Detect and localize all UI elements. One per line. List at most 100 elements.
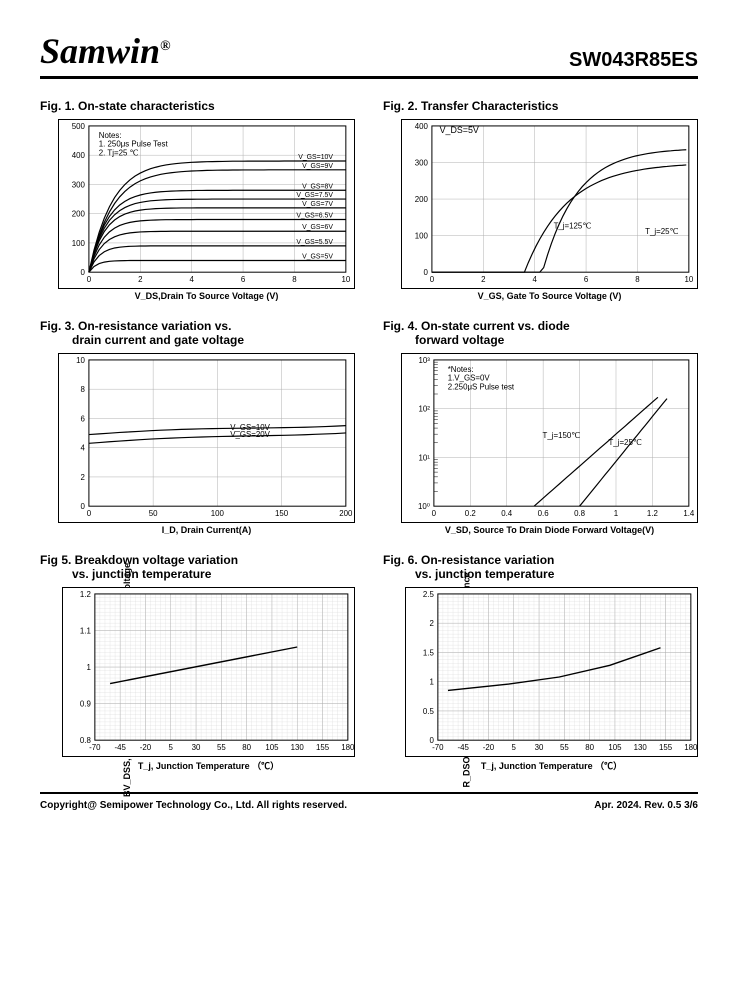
svg-text:180: 180 [341, 743, 354, 752]
svg-text:200: 200 [339, 509, 353, 518]
svg-text:V_GS=5V: V_GS=5V [302, 254, 333, 261]
svg-text:180: 180 [684, 743, 697, 752]
svg-text:1.5: 1.5 [423, 648, 435, 657]
svg-text:155: 155 [659, 743, 673, 752]
page-header: Samwin® SW043R85ES [40, 30, 698, 79]
svg-text:8: 8 [292, 275, 297, 284]
svg-text:105: 105 [265, 743, 279, 752]
copyright: Copyright@ Semipower Technology Co., Ltd… [40, 800, 347, 811]
svg-text:100: 100 [211, 509, 225, 518]
fig4-xlabel: V_SD, Source To Drain Diode Forward Volt… [401, 525, 698, 535]
fig6-container: Fig. 6. On-resistance variation vs. junc… [383, 553, 698, 772]
svg-text:30: 30 [192, 743, 201, 752]
svg-text:1: 1 [430, 678, 434, 687]
svg-text:2.250μS Pulse test: 2.250μS Pulse test [448, 383, 515, 392]
brand-name: Samwin [40, 31, 160, 71]
svg-text:0.5: 0.5 [423, 707, 435, 716]
svg-text:1.1: 1.1 [80, 626, 91, 635]
svg-text:10¹: 10¹ [419, 453, 431, 462]
svg-text:6: 6 [584, 275, 589, 284]
svg-text:0.9: 0.9 [80, 700, 92, 709]
fig3-title: Fig. 3. On-resistance variation vs. drai… [40, 319, 355, 347]
fig4-title: Fig. 4. On-state current vs. diode forwa… [383, 319, 698, 347]
fig6-xlabel: T_j, Junction Temperature （℃） [405, 759, 698, 772]
svg-text:V_GS=5.5V: V_GS=5.5V [296, 239, 333, 246]
svg-text:T_j=25℃: T_j=25℃ [645, 227, 678, 236]
svg-text:10: 10 [341, 275, 350, 284]
svg-text:4: 4 [532, 275, 537, 284]
svg-text:V_GS=8V: V_GS=8V [302, 183, 333, 190]
svg-text:10³: 10³ [419, 356, 431, 365]
svg-text:6: 6 [81, 414, 86, 423]
svg-text:2.5: 2.5 [423, 590, 435, 599]
svg-text:55: 55 [560, 743, 569, 752]
svg-text:-45: -45 [457, 743, 469, 752]
svg-text:V_GS=7.5V: V_GS=7.5V [296, 192, 333, 199]
svg-text:10⁰: 10⁰ [418, 502, 430, 511]
svg-text:V_GS=9V: V_GS=9V [302, 163, 333, 170]
fig1-container: Fig. 1. On-state characteristics I_D,Dra… [40, 99, 355, 301]
svg-text:5: 5 [169, 743, 174, 752]
svg-text:2: 2 [81, 473, 85, 482]
svg-text:6: 6 [241, 275, 246, 284]
svg-text:155: 155 [316, 743, 330, 752]
svg-text:1. 250μs Pulse Test: 1. 250μs Pulse Test [99, 140, 169, 149]
fig5-container: Fig 5. Breakdown voltage variation vs. j… [40, 553, 355, 772]
svg-text:400: 400 [415, 122, 429, 131]
fig2-title: Fig. 2. Transfer Characteristics [383, 99, 698, 113]
svg-text:V_GS=6.5V: V_GS=6.5V [296, 213, 333, 220]
svg-text:8: 8 [81, 385, 86, 394]
svg-text:500: 500 [72, 122, 86, 131]
fig4-chart: 00.20.40.60.811.21.410⁰10¹10²10³*Notes:1… [401, 353, 698, 523]
svg-text:V_GS=10V: V_GS=10V [298, 154, 333, 161]
fig6-title: Fig. 6. On-resistance variation vs. junc… [383, 553, 698, 581]
svg-text:10: 10 [76, 356, 85, 365]
svg-text:V_GS=6V: V_GS=6V [302, 224, 333, 231]
svg-text:1: 1 [87, 663, 91, 672]
svg-text:0.6: 0.6 [538, 509, 550, 518]
fig3-xlabel: I_D, Drain Current(A) [58, 525, 355, 535]
svg-text:105: 105 [608, 743, 622, 752]
svg-text:5: 5 [512, 743, 517, 752]
part-number: SW043R85ES [569, 49, 698, 72]
fig6-chart: -70-45-20530558010513015518000.511.522.5 [405, 587, 698, 757]
svg-text:300: 300 [415, 158, 429, 167]
svg-text:130: 130 [291, 743, 305, 752]
svg-text:-70: -70 [89, 743, 101, 752]
svg-text:0.4: 0.4 [501, 509, 513, 518]
svg-text:Notes:: Notes: [99, 131, 122, 140]
chart-grid: Fig. 1. On-state characteristics I_D,Dra… [40, 99, 698, 772]
svg-text:10²: 10² [419, 405, 431, 414]
svg-text:80: 80 [585, 743, 594, 752]
svg-text:1.2: 1.2 [647, 509, 658, 518]
svg-text:0: 0 [424, 268, 429, 277]
svg-text:0: 0 [430, 736, 435, 745]
fig3-chart: 0501001502000246810V_GS=10VV_GS=20V [58, 353, 355, 523]
svg-text:0: 0 [430, 275, 435, 284]
svg-text:2: 2 [138, 275, 142, 284]
svg-text:130: 130 [634, 743, 648, 752]
svg-text:2. Tj=25 ℃: 2. Tj=25 ℃ [99, 149, 139, 158]
fig5-chart: -70-45-2053055801051301551800.80.911.11.… [62, 587, 355, 757]
svg-text:80: 80 [242, 743, 251, 752]
svg-text:V_GS=20V: V_GS=20V [230, 430, 270, 439]
svg-text:0.8: 0.8 [574, 509, 586, 518]
fig4-container: Fig. 4. On-state current vs. diode forwa… [383, 319, 698, 535]
svg-text:*Notes:: *Notes: [448, 365, 474, 374]
svg-text:1.2: 1.2 [80, 590, 91, 599]
fig1-xlabel: V_DS,Drain To Source Voltage (V) [58, 291, 355, 301]
fig2-container: Fig. 2. Transfer Characteristics I_D, Dr… [383, 99, 698, 301]
fig2-chart: 02468100100200300400V_DS=5VT_j=125℃T_j=2… [401, 119, 698, 289]
svg-text:2: 2 [430, 619, 434, 628]
svg-text:100: 100 [415, 232, 429, 241]
svg-text:T_j=150℃: T_j=150℃ [543, 431, 581, 440]
brand-logo: Samwin® [40, 30, 171, 72]
fig5-xlabel: T_j, Junction Temperature （℃） [62, 759, 355, 772]
page-footer: Copyright@ Semipower Technology Co., Ltd… [40, 792, 698, 811]
svg-text:8: 8 [635, 275, 640, 284]
rev-page: Apr. 2024. Rev. 0.5 3/6 [594, 800, 698, 811]
svg-text:-20: -20 [483, 743, 495, 752]
svg-text:-45: -45 [114, 743, 126, 752]
svg-text:0: 0 [432, 509, 437, 518]
svg-text:1.V_GS=0V: 1.V_GS=0V [448, 374, 491, 383]
